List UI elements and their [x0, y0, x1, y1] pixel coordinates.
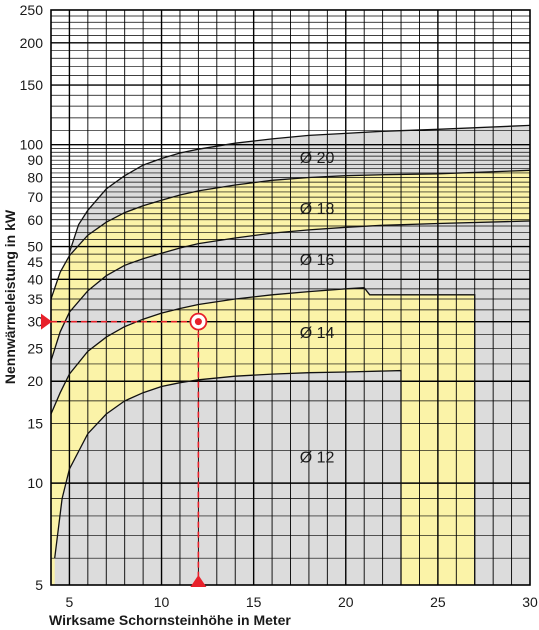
plot-frame [50, 9, 531, 586]
y-tick-label: 100 [20, 137, 44, 153]
y-tick-label: 250 [20, 2, 44, 18]
capacity-zones [51, 125, 530, 585]
x-tick-label: 10 [154, 594, 170, 610]
y-tick-label: 80 [27, 169, 43, 185]
zone-fill-1 [54, 370, 401, 585]
zone-label-4: Ø 18 [300, 201, 335, 218]
zone-label-1: Ø 12 [300, 449, 335, 466]
x-axis-title: Wirksame Schornsteinhöhe in Meter [49, 612, 291, 628]
zone-boundary-2 [51, 287, 476, 585]
arrow-x-axis [190, 575, 207, 587]
zone-boundary-4 [51, 169, 530, 300]
zone-boundary-1 [54, 369, 402, 585]
y-tick-label: 35 [27, 291, 43, 307]
zone-boundary-5 [68, 124, 530, 253]
y-tick-label: 90 [27, 152, 43, 168]
y-tick-label: 30 [27, 314, 43, 330]
y-tick-label: 40 [27, 271, 43, 287]
y-tick-label: 25 [27, 340, 43, 356]
reference-annotation [41, 312, 208, 587]
x-tick-label: 20 [338, 594, 354, 610]
zone-label-3: Ø 16 [300, 252, 335, 269]
x-tick-label: 30 [522, 594, 538, 610]
y-tick-label: 150 [20, 77, 44, 93]
y-tick-label: 20 [27, 373, 43, 389]
y-tick-label: 60 [27, 212, 43, 228]
y-tick-label: 200 [20, 35, 44, 51]
grid [50, 10, 530, 585]
y-tick-label: 70 [27, 189, 43, 205]
x-tick-label: 25 [430, 594, 446, 610]
zone-label-5: Ø 20 [300, 150, 335, 167]
reference-dot [194, 318, 202, 326]
zone-boundary-3 [51, 220, 530, 361]
zone-labels: Ø 12 Ø 14 Ø 16 Ø 18 Ø 20 [300, 150, 335, 466]
arrow-y-axis [41, 313, 52, 330]
y-tick-label: 5 [35, 577, 43, 593]
y-tick-label: 45 [27, 254, 43, 270]
x-tick-label: 5 [66, 594, 74, 610]
zone-boundary-curves [51, 124, 530, 585]
y-tick-label: 10 [27, 475, 43, 491]
x-tick-label: 15 [246, 594, 262, 610]
y-tick-label: 50 [27, 239, 43, 255]
y-tick-label: 15 [27, 416, 43, 432]
y-axis-title: Nennwärmeleistung in kW [2, 209, 18, 384]
zone-label-2: Ø 14 [300, 325, 335, 342]
